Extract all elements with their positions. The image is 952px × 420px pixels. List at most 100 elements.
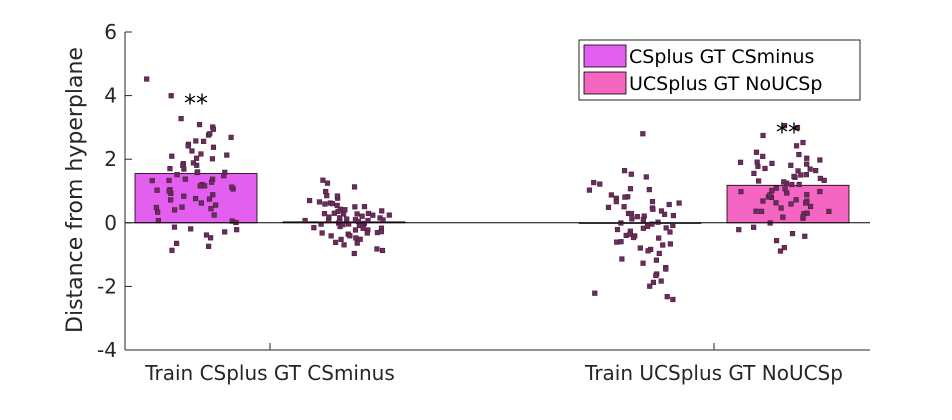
data-point xyxy=(807,166,813,172)
data-point xyxy=(613,199,619,205)
data-point xyxy=(154,187,160,193)
data-point xyxy=(586,187,593,193)
data-point xyxy=(640,260,646,266)
data-point xyxy=(793,143,800,149)
data-point xyxy=(326,217,332,224)
bars-layer xyxy=(134,173,850,224)
data-point xyxy=(793,197,799,203)
data-point xyxy=(777,248,784,254)
data-point xyxy=(228,134,234,140)
data-point xyxy=(658,208,665,214)
data-point xyxy=(647,283,653,289)
data-point xyxy=(386,212,392,218)
axes-layer: -4 -2 0 2 4 6 Train CSplus GT CSminus Train UCS… xyxy=(97,20,870,385)
data-point xyxy=(185,143,191,149)
data-point xyxy=(817,188,823,195)
data-point xyxy=(622,194,628,200)
data-point xyxy=(311,225,317,231)
data-point xyxy=(149,178,155,184)
data-point xyxy=(370,212,376,218)
data-point xyxy=(640,225,646,231)
data-point xyxy=(359,213,365,219)
data-point xyxy=(608,192,614,198)
data-point xyxy=(222,229,228,235)
data-point xyxy=(767,192,773,198)
data-point xyxy=(196,122,203,128)
data-point xyxy=(329,201,336,207)
data-point xyxy=(756,178,762,184)
data-point xyxy=(791,173,797,180)
data-point xyxy=(379,247,386,254)
data-point xyxy=(168,93,174,99)
data-point xyxy=(364,230,370,236)
data-point xyxy=(826,208,832,214)
data-point xyxy=(788,162,794,168)
data-point xyxy=(663,225,669,231)
y-tick-label: 6 xyxy=(104,20,117,44)
data-point xyxy=(144,76,150,82)
data-point xyxy=(167,166,173,172)
legend-swatch xyxy=(583,44,627,68)
data-point xyxy=(738,189,744,195)
data-point xyxy=(346,221,352,227)
data-point xyxy=(629,216,635,222)
data-point xyxy=(234,227,240,233)
data-point xyxy=(656,250,662,257)
data-point xyxy=(667,241,673,247)
data-point xyxy=(318,221,324,227)
data-point xyxy=(788,201,794,207)
significance-layer: ** ** xyxy=(184,90,800,147)
data-point xyxy=(666,201,672,208)
legend-label: CSplus GT CSminus xyxy=(629,46,814,68)
data-point xyxy=(821,177,827,183)
data-point xyxy=(357,236,363,242)
y-tick-label: 0 xyxy=(104,211,117,235)
data-point xyxy=(605,204,612,210)
data-point xyxy=(627,186,634,192)
data-point xyxy=(753,149,760,155)
data-point xyxy=(198,151,204,157)
data-point xyxy=(210,126,216,132)
data-point xyxy=(347,233,353,239)
data-point xyxy=(174,172,180,178)
data-point xyxy=(208,206,214,212)
data-point xyxy=(320,177,326,183)
data-point xyxy=(628,211,635,217)
data-point xyxy=(621,168,628,174)
data-point xyxy=(352,227,359,233)
data-point xyxy=(355,218,362,225)
data-point xyxy=(374,246,380,252)
data-point xyxy=(360,225,366,231)
data-point xyxy=(182,176,188,182)
data-point xyxy=(353,235,359,241)
data-point xyxy=(592,290,598,296)
data-point xyxy=(365,210,372,217)
data-point xyxy=(670,296,676,303)
data-point xyxy=(379,208,385,214)
data-point xyxy=(751,170,757,177)
data-point xyxy=(181,166,187,172)
data-point xyxy=(643,174,649,180)
legend: CSplus GT CSminus UCSplus GT NoUCSp xyxy=(578,39,861,101)
data-point xyxy=(193,195,199,202)
data-point xyxy=(207,131,213,137)
data-point xyxy=(773,200,779,206)
data-point xyxy=(803,172,809,178)
data-point xyxy=(224,152,230,158)
data-point xyxy=(193,155,200,161)
y-axis-label: Distance from hyperplane xyxy=(63,47,88,333)
data-point xyxy=(168,197,174,203)
data-point xyxy=(166,188,172,194)
data-point xyxy=(354,211,360,217)
data-point xyxy=(210,192,216,198)
data-point xyxy=(316,199,323,205)
data-point xyxy=(646,186,652,193)
data-point xyxy=(664,294,670,300)
data-point xyxy=(660,242,666,248)
data-point xyxy=(188,226,194,232)
data-point xyxy=(380,217,386,223)
data-point xyxy=(324,193,330,199)
data-point xyxy=(321,211,328,217)
data-point xyxy=(804,210,810,216)
data-point xyxy=(782,186,788,192)
